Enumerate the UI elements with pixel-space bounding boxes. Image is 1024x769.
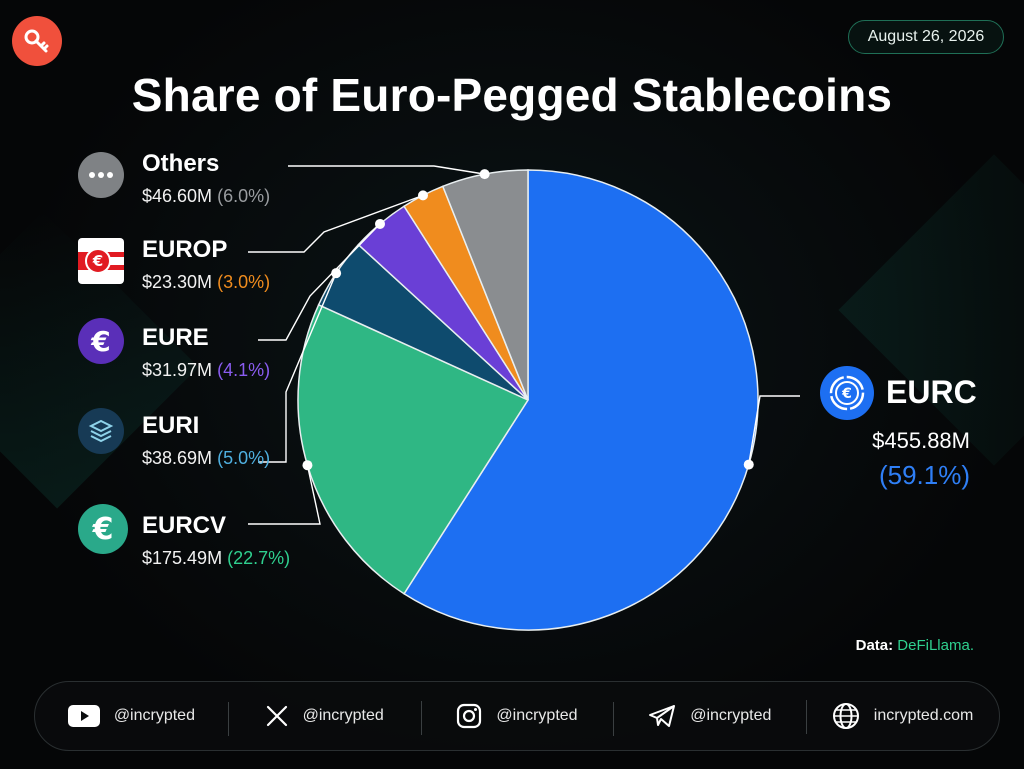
eurc-percent: (59.1%) xyxy=(878,460,970,490)
svg-text:€: € xyxy=(841,386,852,402)
layers-icon xyxy=(78,408,124,454)
legend-value: $38.69M (5.0%) xyxy=(142,448,271,468)
footer-handle: incrypted.com xyxy=(873,707,974,724)
legend-value: $46.60M (6.0%) xyxy=(142,186,271,206)
key-icon xyxy=(24,29,49,53)
data-source: Data: DeFiLlama. xyxy=(855,637,974,654)
footer-website[interactable]: incrypted.com xyxy=(806,700,999,734)
leader-line-eurcv xyxy=(248,465,321,525)
footer-youtube[interactable]: @incrypted xyxy=(35,705,228,727)
legend-name: EURCV xyxy=(142,512,227,539)
globe-icon xyxy=(832,703,859,729)
footer-handle: @incrypted xyxy=(302,707,384,724)
social-footer: @incrypted @incrypted @incrypted @incryp… xyxy=(34,681,1000,751)
leader-line-eurc xyxy=(748,395,800,465)
youtube-icon xyxy=(67,705,100,727)
eurc-label: EURC xyxy=(886,374,977,410)
chart-title: Share of Euro-Pegged Stablecoins xyxy=(131,69,893,121)
eurc-value: $455.88M xyxy=(872,428,970,453)
leader-dot-europ xyxy=(417,190,428,201)
footer-handle: @incrypted xyxy=(690,707,772,724)
legend-name: Others xyxy=(142,150,220,177)
legend-value: $23.30M (3.0%) xyxy=(142,272,271,292)
x-icon xyxy=(266,705,287,727)
telegram-icon xyxy=(649,705,676,727)
leader-line-europ xyxy=(248,194,424,253)
euro-coin-icon: € xyxy=(78,504,128,554)
legend-name: EURE xyxy=(142,324,209,351)
legend-name: EURI xyxy=(142,412,200,439)
footer-handle: @incrypted xyxy=(113,707,195,724)
legend-name: EUROP xyxy=(142,236,228,263)
legend-value: $31.97M (4.1%) xyxy=(142,360,271,380)
leader-dot-others xyxy=(479,169,490,180)
leader-line-eure xyxy=(258,223,381,341)
leader-dot-eure xyxy=(374,218,385,229)
instagram-icon xyxy=(457,703,482,729)
euro-coin-icon: € xyxy=(78,318,124,364)
legend-value: $175.49M (22.7%) xyxy=(142,548,291,568)
leader-line-euri xyxy=(258,272,337,463)
footer-instagram[interactable]: @incrypted xyxy=(420,701,614,735)
leader-dot-eurcv xyxy=(302,460,313,471)
footer-telegram[interactable]: @incrypted xyxy=(613,702,806,736)
brand-logo xyxy=(12,16,62,66)
svg-text:€: € xyxy=(92,252,103,270)
footer-handle: @incrypted xyxy=(496,707,578,724)
euro-circle-icon: € xyxy=(820,366,874,420)
footer-x[interactable]: @incrypted xyxy=(227,702,421,736)
ellipsis-icon xyxy=(78,152,124,198)
leader-dot-eurc xyxy=(743,459,754,470)
leader-line-others xyxy=(288,165,485,175)
euro-flag-icon: € xyxy=(78,238,124,284)
date-badge: August 26, 2026 xyxy=(848,20,1004,54)
leader-dot-euri xyxy=(331,268,342,279)
